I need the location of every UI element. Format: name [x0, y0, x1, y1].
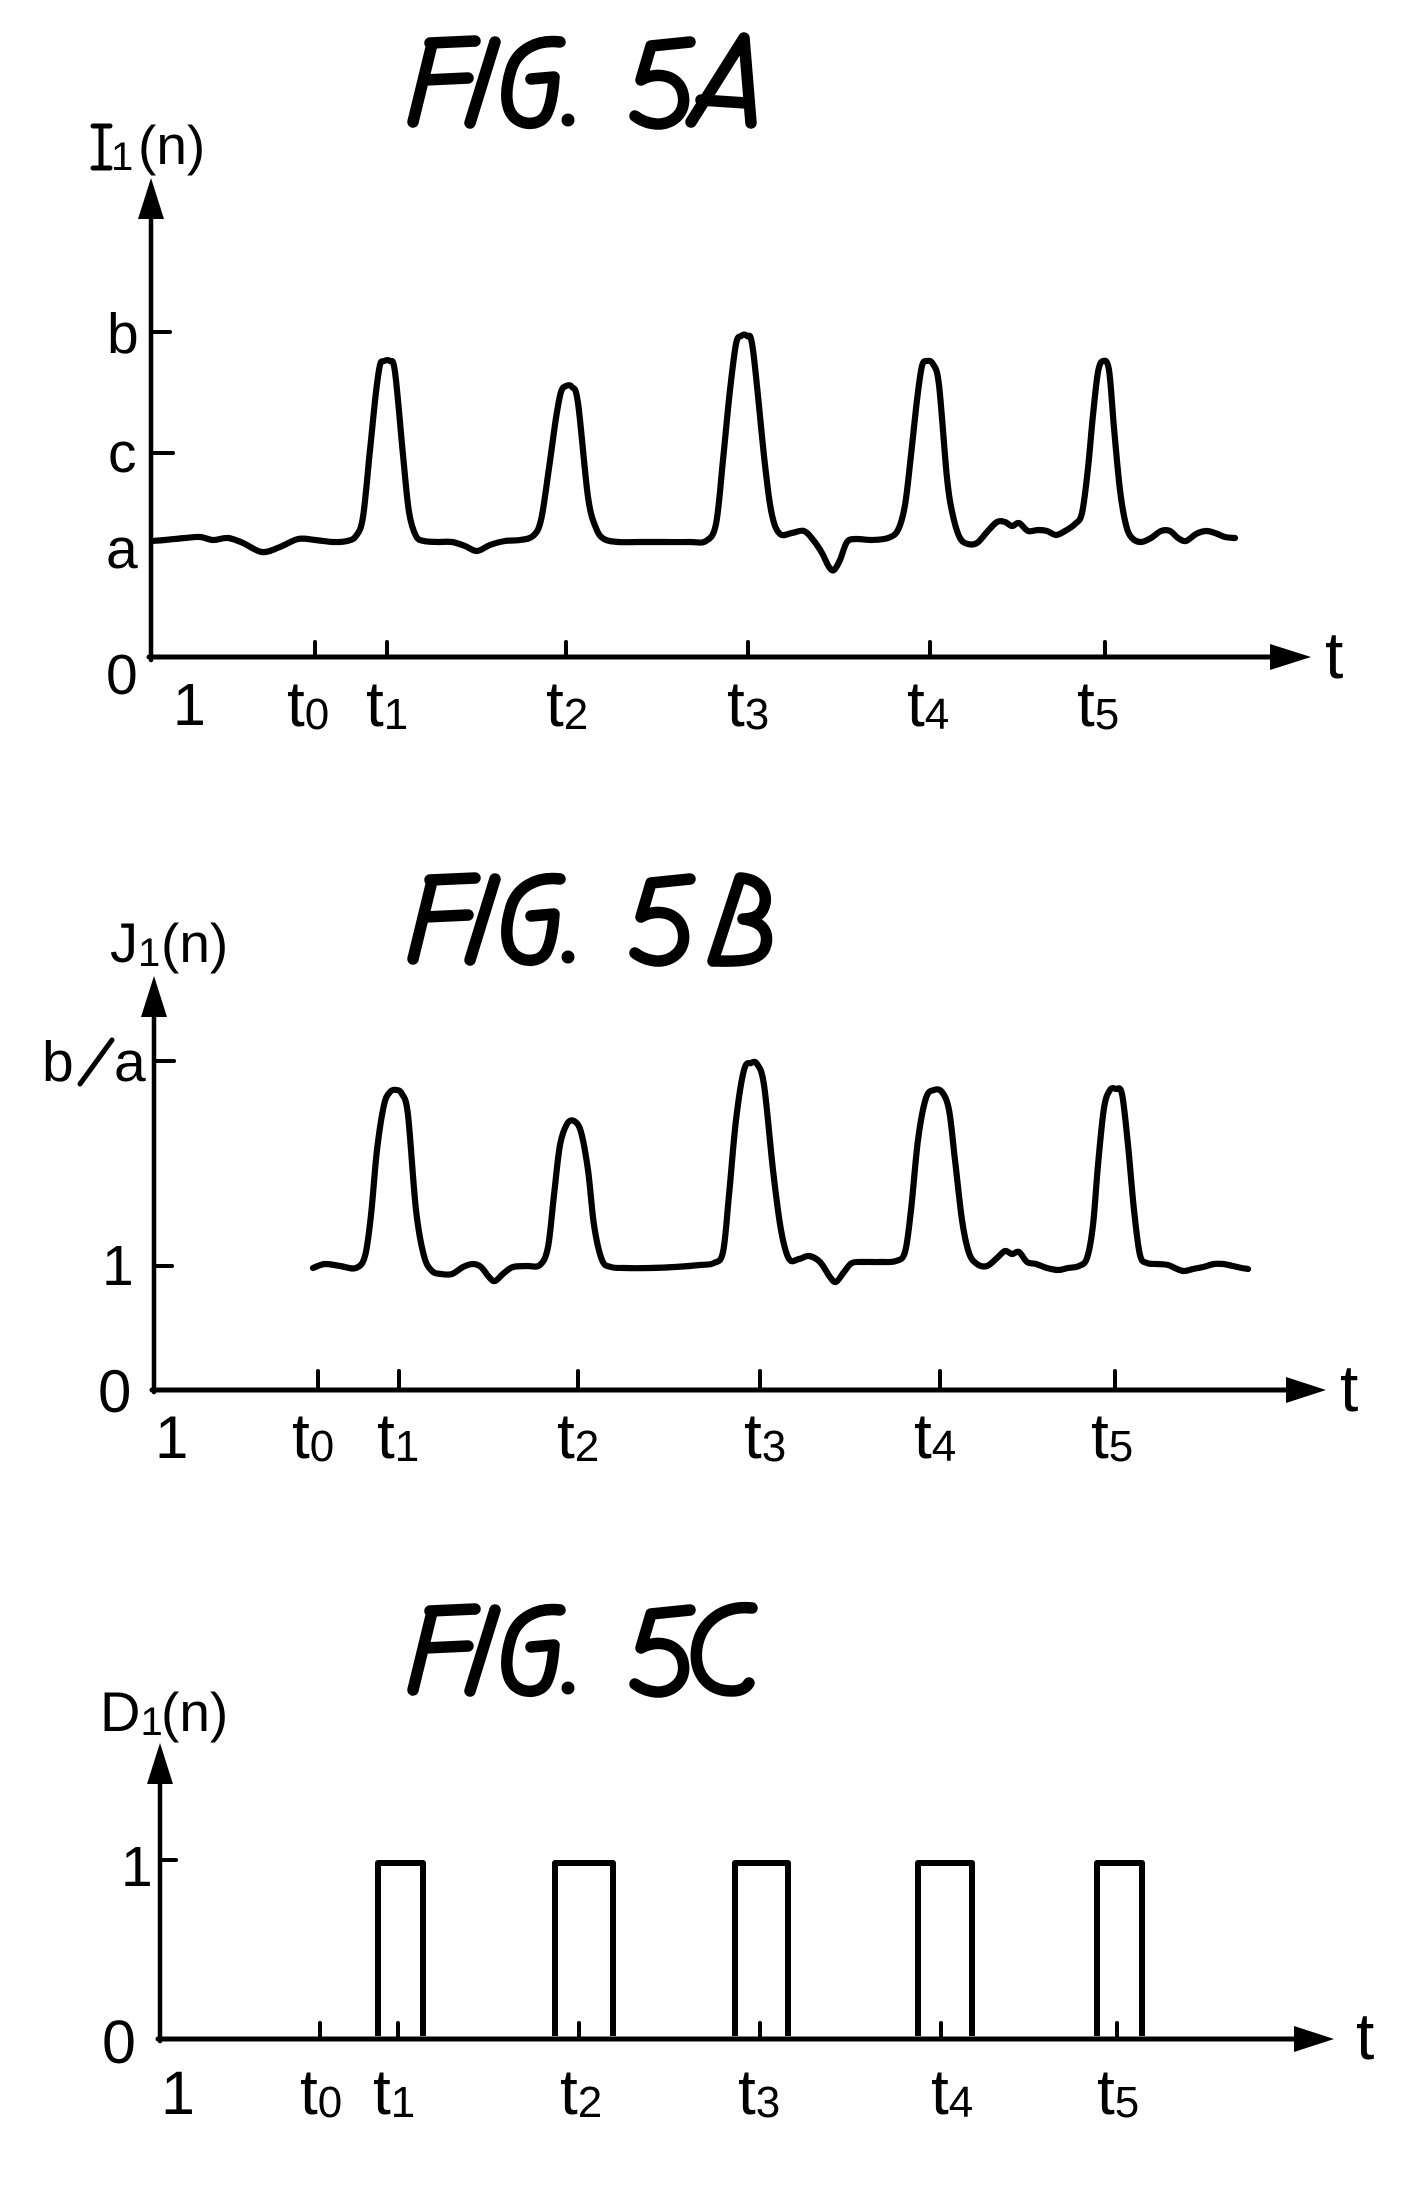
svg-text:1: 1 [155, 1404, 188, 1471]
svg-text:t: t [1340, 1351, 1358, 1425]
svg-text:1: 1 [111, 135, 133, 179]
svg-text:t3: t3 [727, 668, 769, 740]
svg-text:t5: t5 [1091, 1400, 1133, 1472]
svg-text:t: t [1356, 1999, 1374, 2073]
svg-text:0: 0 [98, 1358, 131, 1425]
svg-text:0: 0 [102, 2008, 136, 2076]
svg-text:D1: D1 [100, 1680, 163, 1744]
svg-text:(n): (n) [138, 114, 205, 176]
svg-text:1: 1 [121, 1835, 153, 1899]
svg-text:a: a [106, 517, 138, 581]
svg-text:c: c [108, 421, 137, 485]
svg-text:(n): (n) [161, 912, 228, 974]
svg-text:a: a [114, 1030, 146, 1094]
svg-text:0: 0 [106, 643, 138, 707]
svg-text:1: 1 [173, 672, 206, 738]
svg-text:t5: t5 [1077, 668, 1119, 740]
svg-text:(n): (n) [161, 1681, 228, 1743]
svg-text:b: b [107, 302, 139, 366]
svg-text:1: 1 [102, 1234, 134, 1298]
svg-text:t: t [1325, 618, 1343, 692]
svg-text:t4: t4 [931, 2056, 973, 2128]
svg-text:b: b [42, 1030, 74, 1094]
svg-text:1: 1 [161, 2059, 195, 2127]
